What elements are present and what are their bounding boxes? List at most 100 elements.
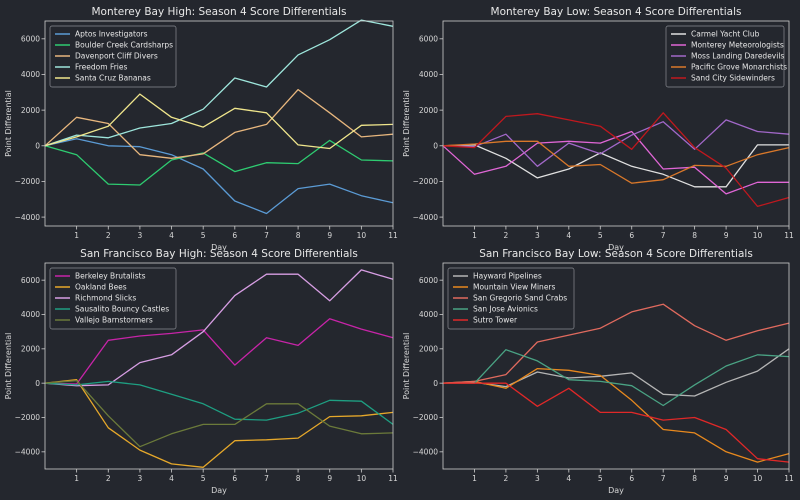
x-tick-label: 5: [598, 231, 603, 240]
legend-label: Berkeley Brutalists: [75, 272, 146, 281]
x-tick-label: 8: [296, 231, 301, 240]
x-tick-label: 2: [106, 231, 111, 240]
x-tick-label: 3: [138, 474, 143, 483]
y-axis-label: Point Differential: [402, 333, 411, 400]
y-axis-label: Point Differential: [4, 90, 13, 157]
x-tick-label: 4: [169, 231, 174, 240]
x-tick-label: 3: [535, 231, 540, 240]
y-tick-label: 0: [35, 141, 40, 150]
x-tick-label: 6: [629, 474, 634, 483]
legend-label: Santa Cruz Bananas: [75, 74, 151, 83]
x-tick-label: 11: [388, 474, 398, 483]
series-line-2: [44, 139, 394, 186]
plot-frame: [44, 262, 394, 470]
series-line-1: [442, 144, 789, 188]
x-tick-label: 9: [724, 231, 729, 240]
legend-label: Pacific Grove Monarchists: [691, 63, 787, 72]
x-tick-label: 2: [106, 474, 111, 483]
y-tick-label: 6000: [419, 35, 438, 44]
legend-label: San Jose Avionics: [473, 305, 538, 314]
y-tick-label: −2000: [15, 177, 41, 186]
legend-label: Oakland Bees: [75, 283, 127, 292]
x-tick-label: 7: [661, 231, 666, 240]
legend-label: Aptos Investigators: [75, 30, 148, 39]
y-tick-label: 4000: [419, 70, 438, 79]
x-tick-label: 4: [169, 474, 174, 483]
legend-label: Sand City Sidewinders: [691, 74, 775, 83]
series-line-1: [44, 138, 394, 215]
chart-title: Monterey Bay Low: Season 4 Score Differe…: [491, 6, 742, 18]
x-tick-label: 1: [472, 231, 477, 240]
legend-label: Richmond Slicks: [75, 294, 136, 303]
series-line-4: [44, 19, 394, 147]
x-tick-label: 9: [724, 474, 729, 483]
series-line-2: [442, 367, 790, 463]
y-axis-label: Point Differential: [4, 333, 13, 400]
y-tick-label: 4000: [419, 310, 438, 319]
x-tick-label: 11: [388, 231, 398, 240]
legend-box: [447, 267, 575, 330]
legend-box: [49, 25, 177, 88]
x-tick-label: 3: [138, 231, 143, 240]
chart-title: San Francisco Bay High: Season 4 Score D…: [80, 248, 358, 260]
x-tick-label: 8: [692, 231, 697, 240]
x-tick-label: 9: [327, 231, 332, 240]
y-tick-label: −2000: [15, 413, 41, 422]
y-tick-label: 4000: [21, 310, 40, 319]
chart-panel-4: San Francisco Bay Low: Season 4 Score Di…: [402, 248, 794, 495]
series-line-3: [442, 303, 790, 384]
legend: Aptos Investigators Boulder Creek Cardsha…: [49, 25, 177, 88]
x-axis-label: Day: [608, 243, 624, 252]
series-line-4: [442, 140, 790, 184]
x-tick-label: 6: [232, 474, 237, 483]
legend-label: San Gregorio Sand Crabs: [473, 294, 567, 303]
legend: Berkeley Brutalists Oakland Bees Richmond …: [49, 267, 177, 330]
x-tick-label: 11: [784, 231, 794, 240]
chart-title: Monterey Bay High: Season 4 Score Differ…: [92, 6, 347, 18]
x-axis-label: Day: [211, 486, 227, 495]
chart-panel-3: San Francisco Bay High: Season 4 Score D…: [4, 248, 398, 495]
x-tick-label: 10: [357, 231, 367, 240]
x-tick-label: 10: [753, 231, 763, 240]
x-tick-label: 8: [692, 474, 697, 483]
y-tick-label: 2000: [21, 345, 40, 354]
y-tick-label: −2000: [413, 413, 439, 422]
x-tick-label: 1: [74, 231, 79, 240]
x-tick-label: 7: [264, 231, 269, 240]
y-tick-label: 2000: [21, 106, 40, 115]
series-line-4: [44, 380, 394, 425]
series-line-5: [442, 112, 790, 208]
legend: Hayward Pipelines Mountain View Miners San…: [447, 267, 575, 330]
x-tick-label: 5: [598, 474, 603, 483]
chart-panel-2: Monterey Bay Low: Season 4 Score Differe…: [402, 6, 794, 252]
legend-label: Vallejo Barnstormers: [75, 316, 153, 325]
y-tick-label: 2000: [419, 106, 438, 115]
legend-label: Moss Landing Daredevils: [691, 52, 784, 61]
y-tick-label: −4000: [413, 213, 439, 222]
y-tick-label: 6000: [419, 276, 438, 285]
series-line-5: [44, 93, 394, 150]
series-line-5: [443, 382, 790, 463]
x-tick-label: 9: [327, 474, 332, 483]
x-tick-label: 6: [629, 231, 634, 240]
y-tick-label: −4000: [15, 448, 41, 457]
y-tick-label: −4000: [413, 448, 439, 457]
y-tick-label: −2000: [413, 177, 439, 186]
y-tick-label: 0: [35, 379, 40, 388]
chart-title: San Francisco Bay Low: Season 4 Score Di…: [479, 248, 753, 260]
legend-label: Hayward Pipelines: [473, 272, 542, 281]
x-axis-label: Day: [211, 243, 227, 252]
y-tick-label: 6000: [21, 276, 40, 285]
legend-box: [665, 25, 785, 88]
x-tick-label: 8: [296, 474, 301, 483]
plot-frame: [44, 20, 394, 227]
series-line-3: [44, 269, 394, 387]
x-tick-label: 10: [753, 474, 763, 483]
y-tick-label: 0: [433, 141, 438, 150]
legend-label: Sutro Tower: [473, 316, 518, 325]
legend-label: Sausalito Bouncy Castles: [75, 305, 169, 314]
x-tick-label: 5: [201, 474, 206, 483]
x-tick-label: 5: [201, 231, 206, 240]
x-tick-label: 1: [74, 474, 79, 483]
